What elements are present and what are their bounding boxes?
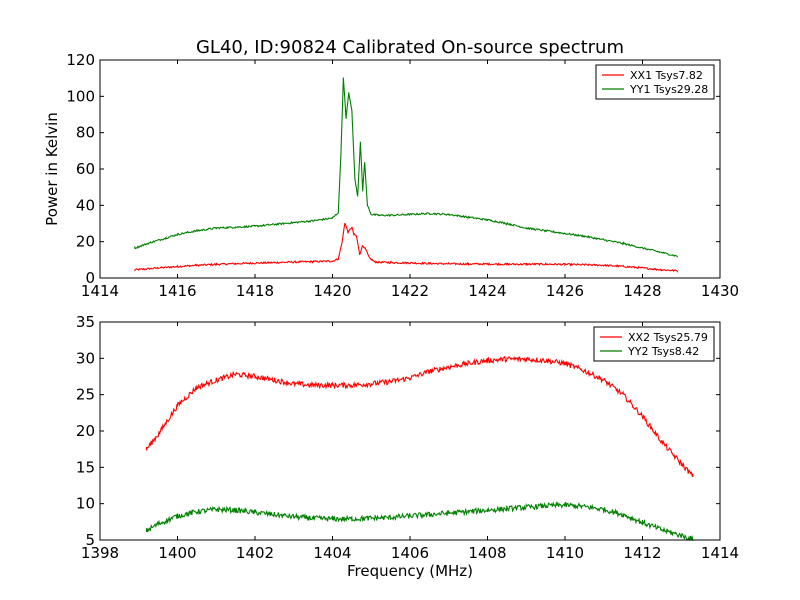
x-tick-label: 1406: [391, 544, 429, 562]
x-tick-label: 1428: [623, 282, 661, 300]
series-line-1-1: [134, 222, 678, 273]
x-tick-label: 1410: [546, 544, 584, 562]
y-tick-label: 15: [76, 458, 95, 476]
x-tick-label: 1414: [81, 282, 119, 300]
y-tick-label: 20: [76, 422, 95, 440]
y-tick-label: 0: [85, 269, 95, 287]
legend-entry: YY1 Tsys29.28: [629, 83, 708, 96]
x-tick-label: 1400: [158, 544, 196, 562]
y-tick-label: 80: [76, 124, 95, 142]
series-line-2-1: [145, 355, 694, 478]
x-tick-label: 1412: [623, 544, 661, 562]
legend-entry: XX2 Tsys25.79: [628, 331, 708, 344]
x-tick-label: 1420: [313, 282, 351, 300]
legend-box: [593, 326, 715, 362]
y-axis-label: Power in Kelvin: [43, 112, 61, 226]
x-tick-label: 1414: [701, 544, 739, 562]
legend-box: [595, 64, 715, 100]
y-tick-label: 40: [76, 196, 95, 214]
y-tick-label: 5: [85, 531, 95, 549]
series-line-2-2: [145, 500, 694, 541]
y-tick-label: 30: [76, 349, 95, 367]
y-tick-label: 25: [76, 386, 95, 404]
x-tick-label: 1398: [81, 544, 119, 562]
x-tick-label: 1402: [236, 544, 274, 562]
x-tick-label: 1430: [701, 282, 739, 300]
y-tick-label: 10: [76, 495, 95, 513]
x-tick-label: 1404: [313, 544, 351, 562]
x-tick-label: 1424: [468, 282, 506, 300]
y-tick-label: 60: [76, 160, 95, 178]
y-tick-label: 35: [76, 313, 95, 331]
legend-entry: XX1 Tsys7.82: [630, 69, 703, 82]
series-line-1-2: [134, 77, 678, 258]
x-tick-label: 1418: [236, 282, 274, 300]
legend-entry: YY2 Tsys8.42: [627, 345, 699, 358]
x-tick-label: 1422: [391, 282, 429, 300]
x-tick-label: 1426: [546, 282, 584, 300]
figure-title: GL40, ID:90824 Calibrated On-source spec…: [196, 37, 624, 58]
bottom-panel: 1398 1400 1402 1404 1406 1408 1410 1412 1414 5 10 1…: [76, 313, 739, 580]
x-tick-label: 1416: [158, 282, 196, 300]
y-tick-label: 20: [76, 233, 95, 251]
top-panel: 1414 1416 1418 1420 1422 1424 1426 1428 1430 0 20 4…: [43, 51, 739, 300]
x-tick-label: 1408: [468, 544, 506, 562]
y-tick-label: 100: [66, 87, 95, 105]
y-tick-label: 120: [66, 51, 95, 69]
x-axis-label: Frequency (MHz): [347, 562, 473, 580]
